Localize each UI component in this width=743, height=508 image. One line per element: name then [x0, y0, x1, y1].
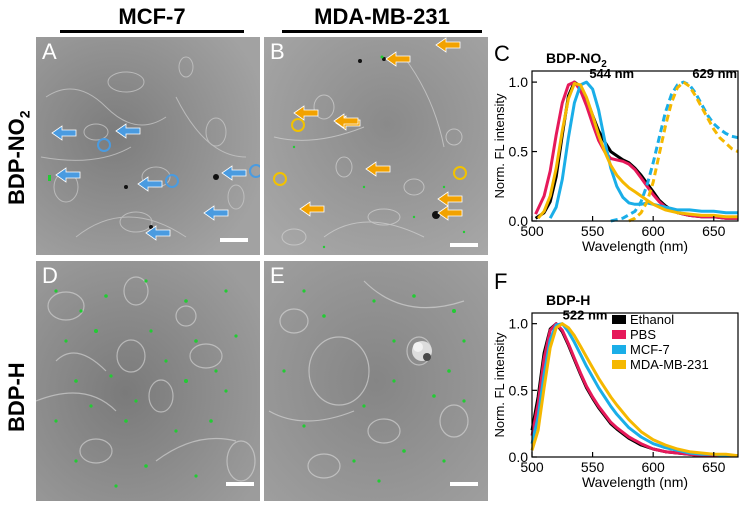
legend-swatch-ethanol: [612, 315, 626, 324]
row-title-subscript: 2: [16, 110, 33, 119]
micrograph-a-image: [36, 37, 260, 255]
micrograph-background: [264, 261, 488, 501]
legend-label-ethanol: Ethanol: [630, 312, 674, 327]
y-axis-label: Norm. FL intensity: [492, 332, 507, 437]
column-title-mda: MDA-MB-231: [314, 4, 450, 29]
legend-swatch-mcf7: [612, 345, 626, 354]
spectrum-chart-f-svg: F BDP-H 500 550 600 650 0.0 0.5 1.0 Wavelength (n…: [492, 269, 739, 490]
legend-swatch-pbs: [612, 330, 626, 339]
row-title-text: BDP-NO: [4, 118, 29, 205]
micrograph-background: [36, 37, 260, 255]
blue-circle-markers: [97, 138, 260, 188]
legend-label-mcf7: MCF-7: [630, 342, 670, 357]
column-rule-mda: [282, 30, 482, 33]
micrograph-panel-b: B: [264, 37, 488, 255]
micrograph-panel-e: E: [264, 261, 488, 501]
micrograph-b-image: [264, 37, 488, 255]
green-signal: [282, 289, 466, 483]
y-tick-label: 0.5: [509, 382, 529, 398]
micrograph-d-image: [36, 261, 260, 501]
scale-bar: [226, 482, 254, 486]
cell-outlines: [40, 56, 247, 238]
legend-label-pbs: PBS: [630, 327, 656, 342]
spectrum-chart-c-svg: C BDP-NO2 500 550 600 650 0.0 0.5 1.0 Wavelength …: [492, 41, 739, 254]
micrograph-panel-a: A: [36, 37, 260, 255]
series-line-mcf7: [548, 80, 738, 219]
series-line-mda: [536, 82, 738, 220]
scale-bar: [220, 238, 248, 242]
cell-outlines: [36, 276, 256, 482]
column-rule-mcf7: [60, 30, 244, 33]
scale-bar: [450, 243, 478, 247]
row-title-bdp-no2: BDP-NO2: [4, 110, 32, 205]
x-tick-label: 600: [641, 223, 665, 239]
panel-letter-d: D: [42, 263, 58, 288]
y-axis-label: Norm. FL intensity: [492, 93, 507, 198]
scale-bar: [450, 482, 478, 486]
spectrum-chart-f: F BDP-H 500 550 600 650 0.0 0.5 1.0 Wavelength (n…: [492, 265, 742, 503]
y-tick-label: 0.0: [509, 213, 529, 229]
legend-swatch-mda: [612, 360, 626, 369]
chart-title: BDP-H: [546, 292, 590, 308]
x-axis-label: Wavelength (nm): [582, 238, 688, 254]
green-signal: [54, 279, 238, 488]
panel-letter-f: F: [494, 269, 507, 294]
peak-annotation: 629 nm: [692, 66, 737, 81]
x-tick-label: 550: [581, 223, 605, 239]
series-line-mda-dashed: [628, 80, 739, 223]
cell-outlines: [273, 56, 463, 246]
x-tick-label: 650: [702, 223, 726, 239]
y-tick-label: 0.0: [509, 449, 529, 465]
peak-annotation: 522 nm: [563, 308, 608, 323]
spectrum-chart-c: C BDP-NO2 500 550 600 650 0.0 0.5 1.0 Wavelength …: [492, 37, 742, 259]
panel-letter-b: B: [270, 39, 285, 64]
micrograph-background: [36, 261, 260, 501]
panel-letter-c: C: [494, 41, 510, 66]
x-tick-label: 550: [581, 459, 605, 475]
cell-outlines: [268, 280, 469, 479]
plot-frame: [531, 70, 739, 222]
yellow-circle-markers: [273, 118, 467, 186]
plot-frame: [531, 312, 739, 458]
micrograph-e-image: [264, 261, 488, 501]
y-tick-label: 0.5: [509, 144, 529, 160]
x-tick-label: 500: [520, 459, 544, 475]
bright-cell-cluster: [412, 341, 432, 361]
y-tick-label: 1.0: [509, 74, 529, 90]
x-tick-label: 600: [641, 459, 665, 475]
x-tick-label: 500: [520, 223, 544, 239]
chart-title-subscript: 2: [601, 59, 607, 70]
micrograph-background: [264, 37, 488, 255]
legend-label-mda: MDA-MB-231: [630, 357, 709, 372]
micrograph-panel-d: D: [36, 261, 260, 501]
series-line-mcf7-dashed: [610, 80, 739, 223]
chart-title: BDP-NO2: [546, 50, 607, 70]
series-line-mda: [530, 322, 739, 458]
panel-letter-a: A: [42, 39, 57, 64]
y-tick-label: 1.0: [509, 316, 529, 332]
column-title-mcf7: MCF-7: [118, 4, 186, 29]
row-title-text: BDP-H: [4, 362, 29, 432]
x-axis-label: Wavelength (nm): [582, 474, 688, 490]
row-title-bdp-h: BDP-H: [4, 362, 30, 432]
x-tick-label: 650: [702, 459, 726, 475]
green-signal: [292, 55, 466, 249]
peak-annotation: 544 nm: [589, 66, 634, 81]
orange-arrow-markers: [293, 37, 463, 221]
blue-arrow-markers: [51, 123, 247, 241]
panel-letter-e: E: [270, 263, 285, 288]
